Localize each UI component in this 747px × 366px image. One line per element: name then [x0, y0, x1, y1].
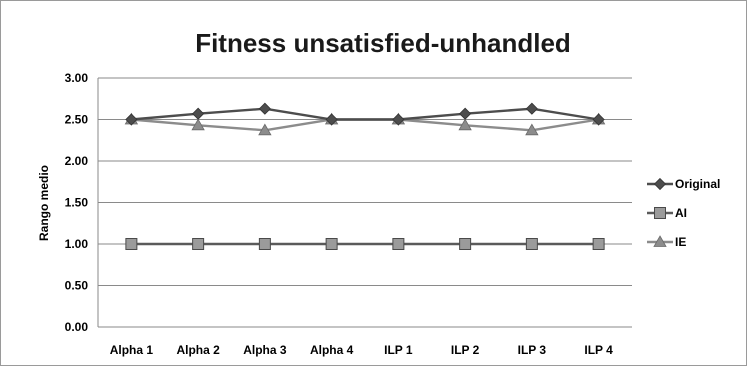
- data-point: [258, 102, 271, 115]
- data-point: [459, 238, 472, 250]
- data-point: [258, 238, 271, 250]
- legend-marker: [653, 177, 667, 191]
- data-point: [525, 123, 539, 136]
- legend-marker: [653, 235, 667, 247]
- x-tick-label: Alpha 3: [243, 343, 287, 357]
- x-tick-label: Alpha 2: [176, 343, 220, 357]
- y-tick-label: 0.00: [65, 320, 89, 334]
- data-point: [458, 118, 472, 131]
- data-point: [592, 238, 605, 250]
- series-ai: [125, 238, 605, 250]
- data-point: [459, 107, 472, 120]
- data-point: [125, 113, 138, 126]
- data-point: [325, 113, 338, 126]
- y-tick-label: 2.00: [65, 154, 89, 168]
- x-tick-label: ILP 4: [584, 343, 613, 357]
- y-tick-label: 2.50: [65, 113, 89, 127]
- y-tick-label: 3.00: [65, 71, 89, 85]
- series-group: [124, 102, 606, 250]
- y-tick-label: 1.50: [65, 196, 89, 210]
- x-tick-label: ILP 2: [451, 343, 480, 357]
- y-tick-label: 0.50: [65, 279, 89, 293]
- series-original: [125, 102, 605, 126]
- x-tick-label: ILP 3: [518, 343, 547, 357]
- legend-item-ie: IE: [647, 235, 686, 249]
- legend: Original AI IE: [647, 177, 720, 249]
- series-line: [131, 107, 599, 121]
- x-tick-label: ILP 1: [384, 343, 413, 357]
- legend-item-ai: AI: [647, 206, 687, 220]
- x-tick-labels: Alpha 1 Alpha 2 Alpha 3 Alpha 4 ILP 1 ILP 2 IL…: [110, 343, 613, 357]
- data-point: [192, 238, 205, 250]
- legend-marker: [654, 207, 666, 219]
- y-tick-label: 1.00: [65, 237, 89, 251]
- data-point: [191, 118, 205, 131]
- x-tick-label: Alpha 4: [310, 343, 354, 357]
- x-tick-label: Alpha 1: [110, 343, 154, 357]
- data-point: [392, 238, 405, 250]
- data-point: [192, 107, 205, 120]
- legend-label: IE: [675, 235, 686, 249]
- chart-title: Fitness unsatisfied-unhandled: [195, 28, 571, 58]
- data-point: [325, 238, 338, 250]
- data-point: [125, 238, 138, 250]
- y-axis-label: Rango medio: [37, 165, 51, 241]
- data-point: [258, 123, 272, 136]
- data-point: [392, 113, 405, 126]
- legend-label: AI: [675, 206, 687, 220]
- data-point: [525, 102, 538, 115]
- legend-item-original: Original: [647, 177, 720, 191]
- data-point: [592, 113, 605, 126]
- data-point: [525, 238, 538, 250]
- y-tick-labels: 0.00 0.50 1.00 1.50 2.00 2.50 3.00: [65, 71, 89, 334]
- legend-label: Original: [675, 177, 720, 191]
